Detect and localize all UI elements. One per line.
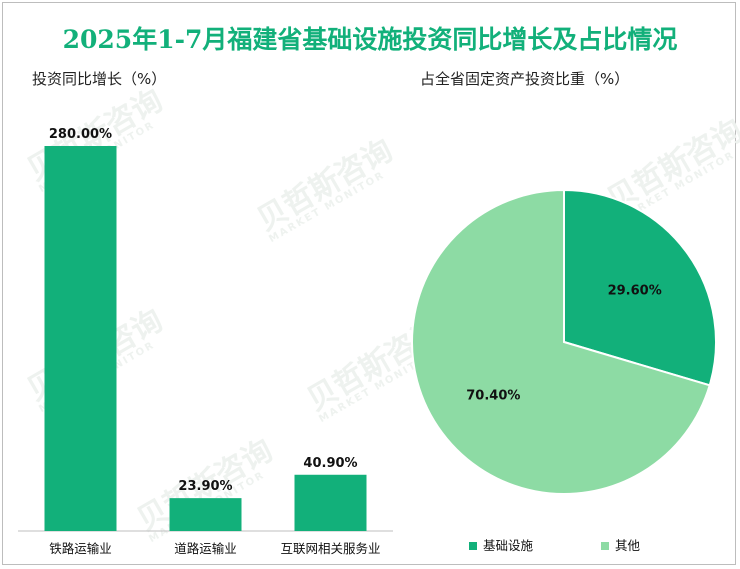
bar-chart-title: 投资同比增长（%） [32,70,167,88]
x-tick-label: 道路运输业 [174,541,237,556]
bar-data-label: 40.90% [303,456,357,471]
x-tick-label: 互联网相关服务业 [280,541,380,556]
chart-title: 2025年1-7月福建省基础设施投资同比增长及占比情况 [62,25,678,54]
legend-label: 基础设施 [483,538,534,553]
bar-2 [294,474,367,531]
legend-label: 其他 [615,538,641,553]
bar-data-label: 280.00% [49,127,112,142]
pie-data-label: 70.40% [466,389,520,404]
pie-slice-0 [563,188,717,387]
legend-swatch-0 [469,542,477,550]
pie-data-label: 29.60% [608,283,662,298]
x-tick-label: 铁路运输业 [49,541,112,556]
pie-chart-title: 占全省固定资产投资比重（%） [420,70,630,88]
bar-data-label: 23.90% [178,479,232,494]
bar-1 [169,498,242,531]
legend-swatch-1 [601,542,609,550]
pie-slice-1 [411,188,711,495]
bar-0 [44,146,117,531]
